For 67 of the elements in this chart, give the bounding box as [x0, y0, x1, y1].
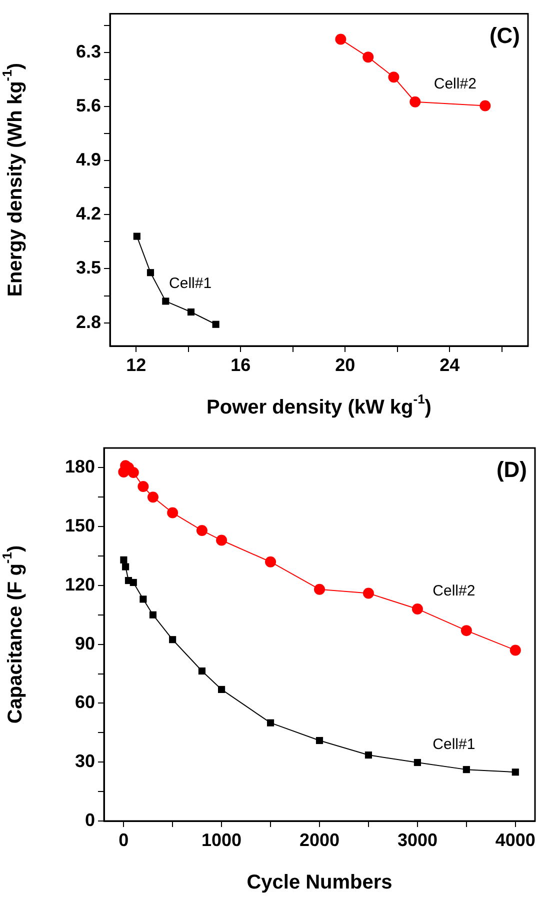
point: [316, 736, 324, 744]
x-tick-label: 2000: [299, 830, 340, 850]
annotation: (D): [496, 457, 527, 482]
point: [149, 611, 157, 618]
point: [266, 719, 274, 726]
point: [362, 588, 374, 599]
point: [162, 298, 170, 305]
point: [120, 556, 128, 564]
x-axis-title: Cycle Numbers: [246, 872, 392, 894]
point: [122, 563, 130, 570]
y-tick-label: 120: [64, 574, 95, 594]
point: [480, 100, 491, 112]
point: [167, 507, 178, 518]
point: [512, 768, 519, 776]
y-tick-label: 4.2: [76, 204, 101, 224]
point: [212, 320, 220, 328]
y-axis-title: Capacitance (F g-1): [0, 545, 27, 724]
x-tick-label: 24: [440, 354, 460, 375]
point: [388, 72, 400, 83]
point: [187, 308, 195, 316]
x-tick-label: 3000: [397, 830, 438, 850]
x-tick-label: 0: [118, 830, 129, 850]
y-tick-label: 2.8: [76, 312, 101, 332]
point: [462, 766, 470, 774]
point: [128, 467, 139, 478]
point: [169, 636, 176, 644]
point: [362, 52, 374, 63]
point: [460, 625, 472, 636]
x-tick-label: 16: [230, 354, 251, 375]
point: [130, 578, 137, 586]
point: [314, 584, 325, 595]
y-tick-label: 4.9: [76, 150, 101, 170]
point: [196, 524, 208, 536]
x-tick-label: 1000: [202, 830, 242, 850]
y-tick-label: 3.5: [76, 258, 101, 278]
x-tick-label: 20: [335, 354, 356, 375]
series-label: Cell#1: [432, 736, 476, 754]
y-tick-label: 60: [74, 692, 95, 712]
point: [412, 603, 423, 614]
point: [265, 556, 276, 568]
point: [133, 232, 140, 240]
point: [216, 534, 228, 546]
y-axis-title: Energy density (Wh kg-1): [0, 62, 27, 297]
point: [140, 596, 147, 603]
point: [218, 686, 226, 694]
y-tick-label: 150: [64, 515, 95, 536]
point: [335, 34, 346, 45]
annotation: (C): [489, 22, 520, 48]
y-tick-label: 90: [74, 633, 95, 654]
point: [138, 480, 149, 492]
y-tick-label: 0: [84, 810, 95, 830]
x-tick-label: 4000: [495, 830, 536, 850]
point: [198, 667, 206, 675]
point: [510, 644, 521, 656]
point: [147, 492, 158, 503]
series-label: Cell#2: [432, 582, 476, 600]
x-tick-label: 12: [126, 354, 146, 375]
y-tick-label: 5.6: [76, 95, 101, 116]
point: [146, 269, 154, 276]
y-tick-label: 180: [64, 456, 95, 477]
y-tick-label: 6.3: [76, 41, 101, 62]
y-tick-label: 30: [74, 751, 95, 772]
point: [410, 96, 421, 108]
series-label: Cell#1: [169, 274, 212, 292]
point: [364, 752, 372, 759]
series-label: Cell#2: [434, 76, 476, 93]
point: [414, 758, 421, 766]
